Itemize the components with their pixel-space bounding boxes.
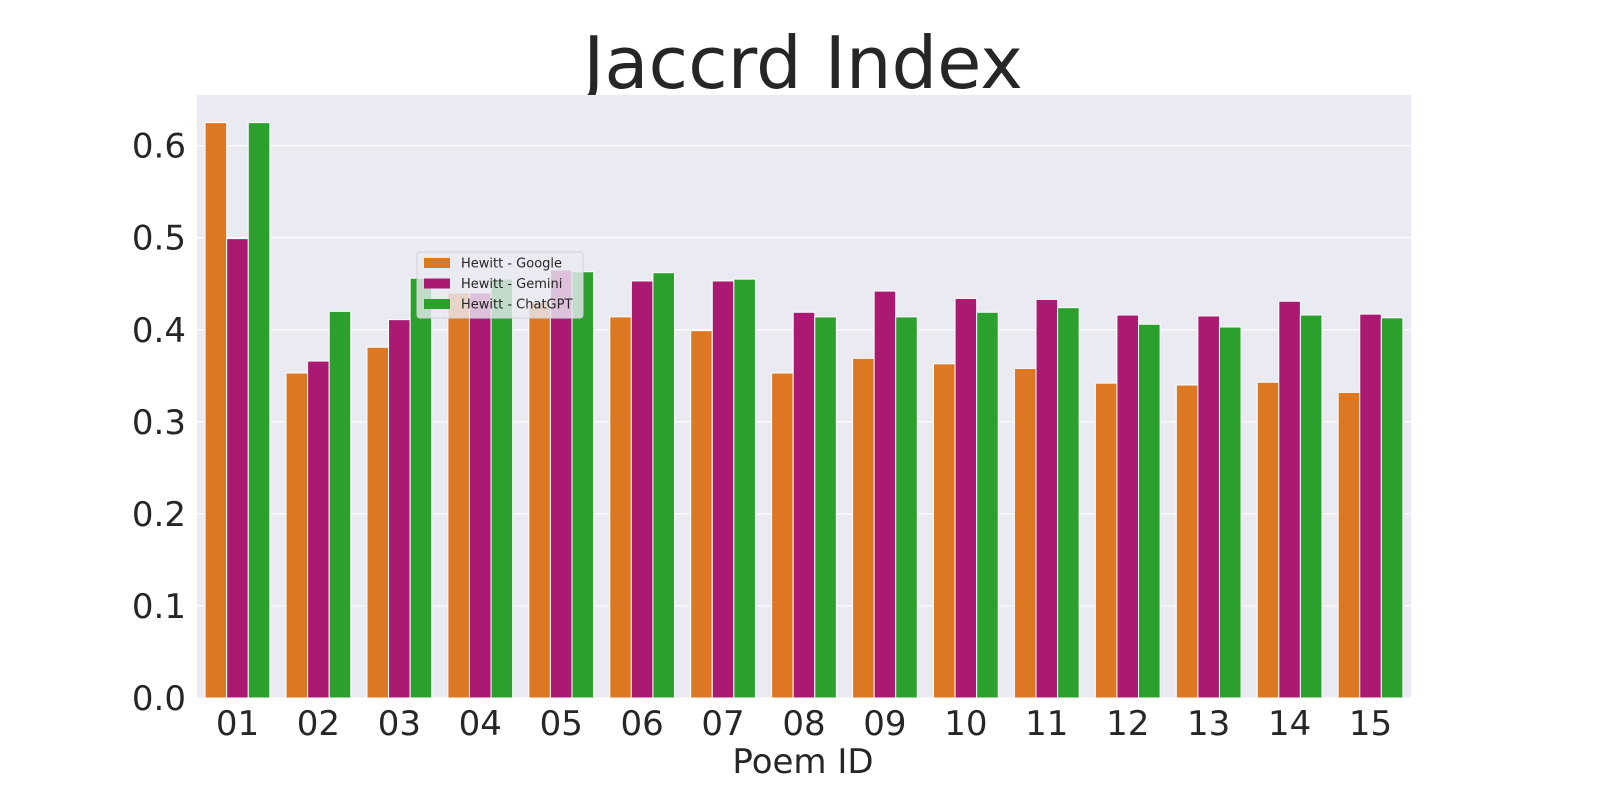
x-tick-label: 12 bbox=[1106, 704, 1149, 744]
bar bbox=[1337, 391, 1361, 699]
bar bbox=[204, 122, 228, 699]
bar bbox=[954, 297, 978, 699]
bar bbox=[1116, 314, 1140, 699]
bar bbox=[652, 272, 676, 699]
bar bbox=[409, 277, 433, 699]
legend-swatch bbox=[424, 278, 450, 289]
bar bbox=[1278, 300, 1301, 699]
bar bbox=[366, 346, 390, 699]
bar bbox=[711, 280, 735, 699]
bar bbox=[328, 310, 352, 699]
y-tick-label: 0.2 bbox=[132, 495, 186, 535]
bar bbox=[1094, 382, 1118, 699]
y-tick-label: 0.5 bbox=[132, 219, 186, 259]
y-tick-label: 0.4 bbox=[132, 311, 186, 351]
bar bbox=[1035, 298, 1059, 699]
bar bbox=[873, 290, 897, 699]
bar bbox=[771, 372, 794, 699]
x-tick-label: 02 bbox=[297, 704, 340, 744]
bar bbox=[226, 238, 249, 699]
y-axis-ticks: 0.0 0.1 0.2 0.3 0.4 0.5 0.6 bbox=[132, 127, 186, 719]
x-tick-label: 10 bbox=[944, 704, 987, 744]
x-tick-label: 08 bbox=[782, 704, 825, 744]
x-axis-ticks: 01 02 03 04 05 06 07 08 09 10 11 12 13 14 15 bbox=[216, 704, 1392, 744]
bar bbox=[1013, 367, 1037, 699]
x-axis-label: Poem ID bbox=[732, 742, 873, 782]
bar bbox=[852, 357, 875, 699]
x-tick-label: 05 bbox=[540, 704, 583, 744]
x-tick-label: 15 bbox=[1349, 704, 1392, 744]
legend-label: Hewitt - Google bbox=[461, 257, 562, 272]
legend-swatch bbox=[424, 299, 450, 309]
bar bbox=[1057, 307, 1080, 699]
y-tick-label: 0.3 bbox=[132, 403, 186, 443]
bar bbox=[690, 330, 713, 699]
bar bbox=[895, 316, 918, 699]
bar bbox=[528, 301, 551, 699]
bar bbox=[792, 311, 816, 699]
bar bbox=[447, 292, 470, 699]
y-tick-label: 0.1 bbox=[132, 587, 186, 627]
chart-title: Jaccrd Index bbox=[579, 21, 1023, 105]
bar bbox=[388, 319, 411, 699]
bar bbox=[609, 316, 632, 699]
bars bbox=[204, 122, 1404, 699]
bar bbox=[247, 122, 271, 699]
bar bbox=[814, 316, 837, 699]
y-tick-label: 0.0 bbox=[132, 679, 186, 719]
legend-swatch bbox=[424, 258, 450, 268]
legend-frame bbox=[416, 251, 584, 319]
y-tick-label: 0.6 bbox=[132, 127, 186, 167]
x-tick-label: 11 bbox=[1025, 704, 1068, 744]
bar bbox=[1175, 384, 1199, 699]
x-tick-label: 07 bbox=[701, 704, 744, 744]
legend: Hewitt - Google Hewitt - Gemini Hewitt - C… bbox=[416, 251, 584, 319]
bar bbox=[307, 360, 330, 699]
x-tick-label: 06 bbox=[621, 704, 664, 744]
bar bbox=[1299, 314, 1323, 699]
bar bbox=[733, 278, 756, 699]
bar bbox=[1218, 326, 1242, 699]
bar bbox=[1380, 317, 1404, 699]
bar bbox=[1359, 313, 1382, 699]
legend-label: Hewitt - ChatGPT bbox=[461, 298, 572, 313]
bar bbox=[976, 311, 999, 699]
bar bbox=[1197, 315, 1220, 699]
bar bbox=[1256, 381, 1280, 699]
x-tick-label: 03 bbox=[378, 704, 421, 744]
legend-label: Hewitt - Gemini bbox=[461, 277, 562, 292]
x-tick-label: 09 bbox=[863, 704, 906, 744]
bar bbox=[549, 269, 573, 699]
x-tick-label: 01 bbox=[216, 704, 259, 744]
bar bbox=[630, 280, 654, 699]
bar bbox=[468, 292, 492, 699]
x-tick-label: 14 bbox=[1268, 704, 1311, 744]
bar bbox=[1138, 323, 1161, 699]
x-tick-label: 04 bbox=[459, 704, 502, 744]
bar bbox=[932, 363, 956, 699]
x-tick-label: 13 bbox=[1187, 704, 1230, 744]
bar bbox=[490, 278, 514, 699]
bar bbox=[571, 271, 595, 699]
bar bbox=[285, 372, 309, 699]
